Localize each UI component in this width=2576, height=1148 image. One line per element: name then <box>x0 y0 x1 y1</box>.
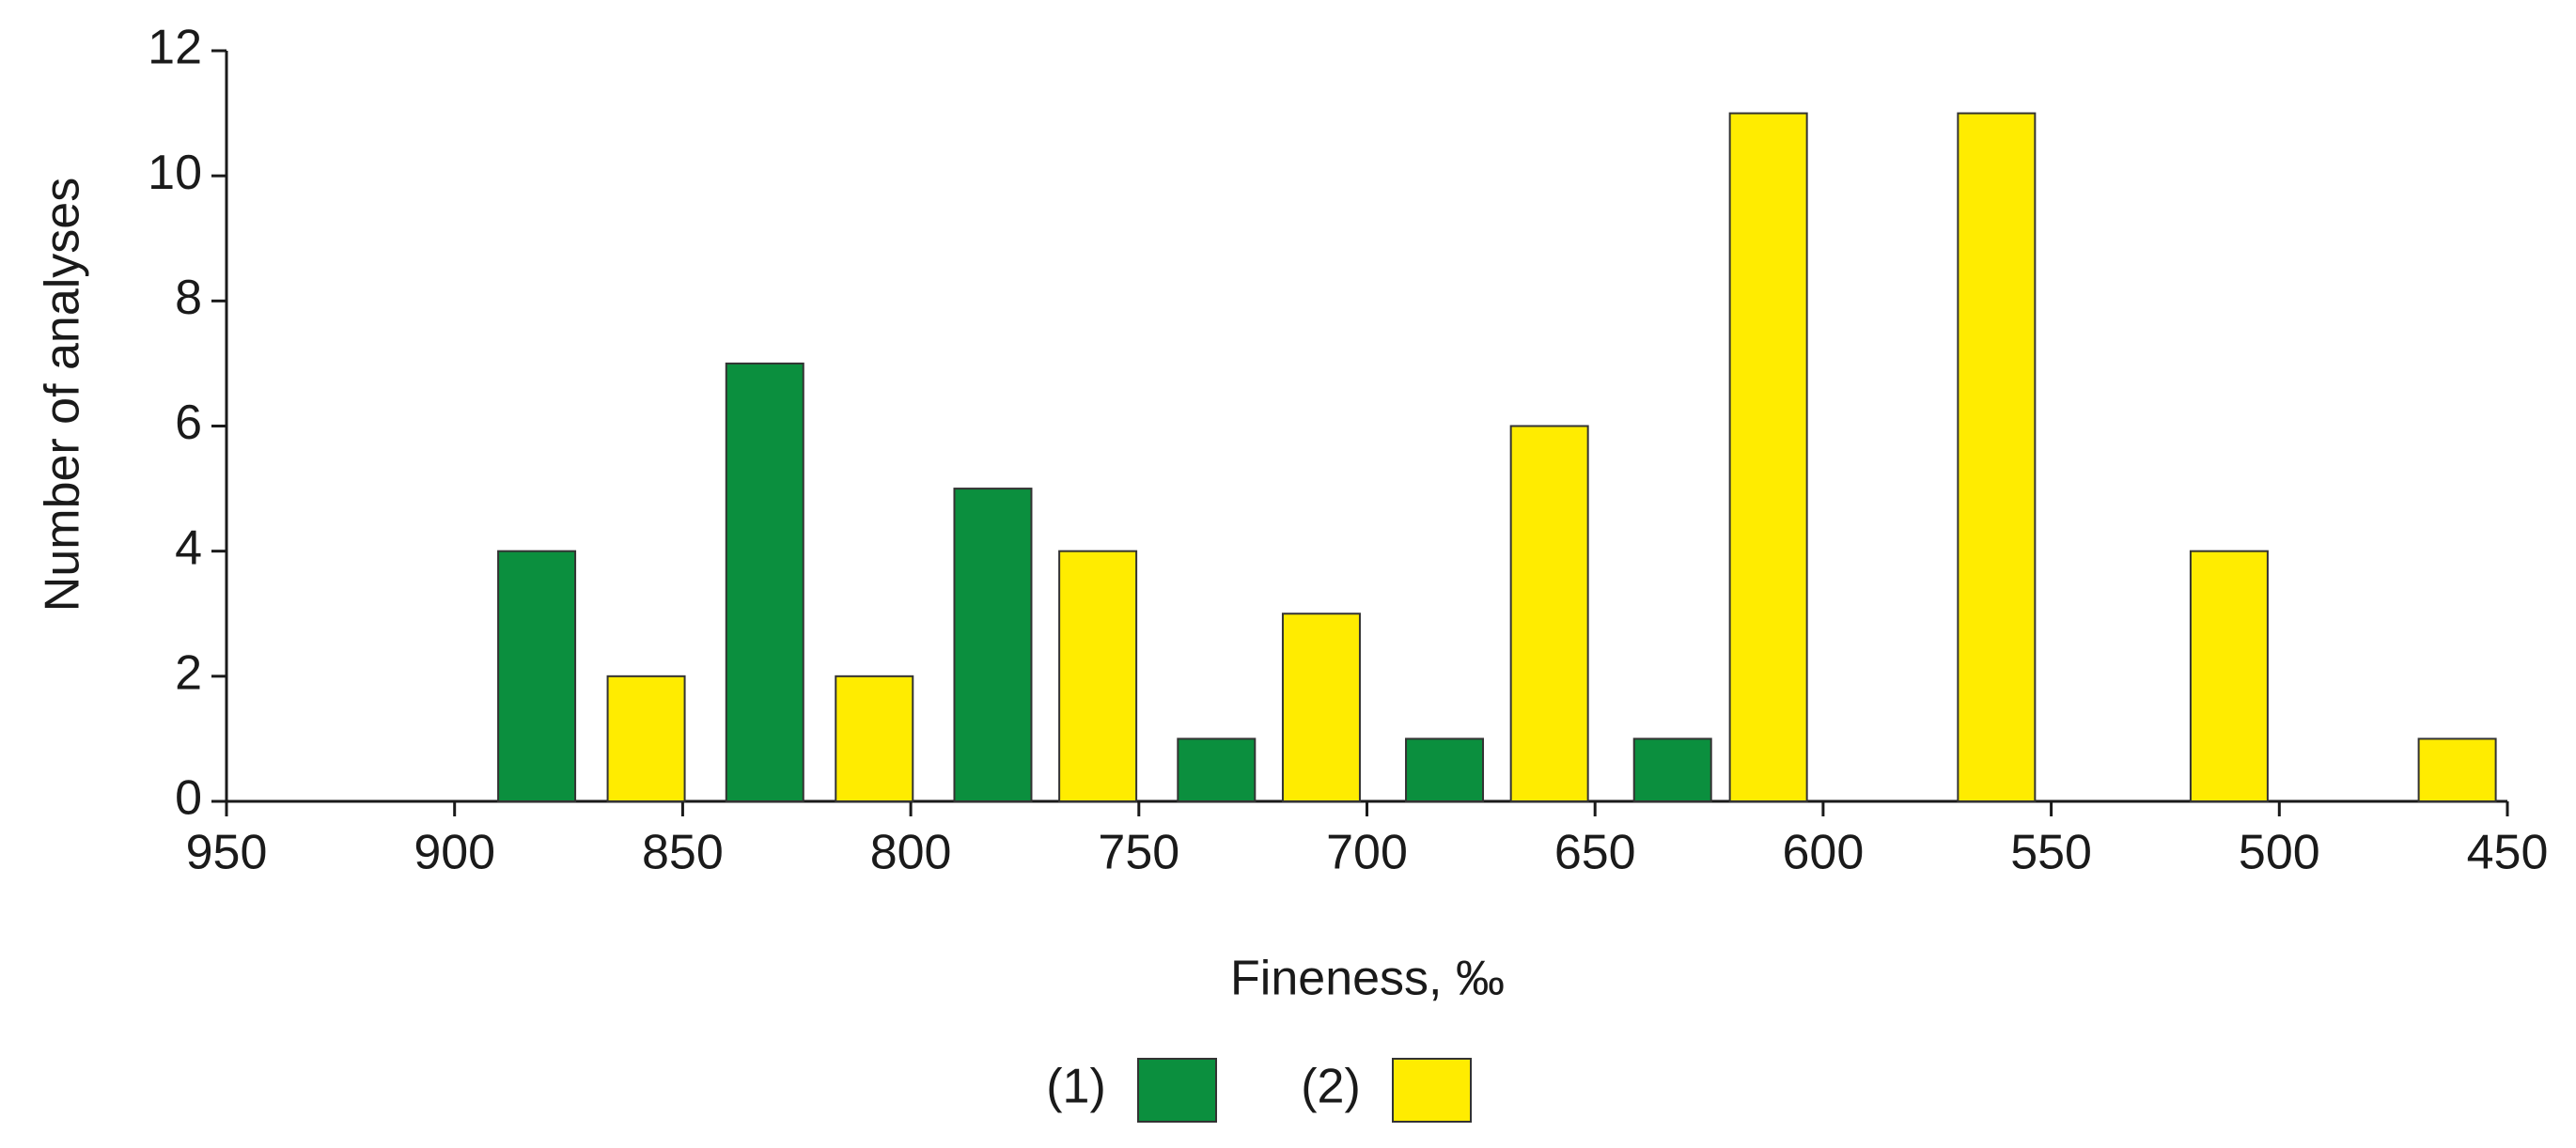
bar <box>835 675 914 802</box>
bar <box>2189 550 2269 803</box>
y-tick-label: 10 <box>148 146 202 200</box>
bar <box>1177 737 1257 803</box>
x-tick-label: 500 <box>2239 826 2320 880</box>
y-tick-label: 4 <box>175 520 202 575</box>
legend-swatch <box>1392 1058 1472 1123</box>
x-tick-label: 850 <box>642 826 724 880</box>
bar <box>1632 737 1712 803</box>
x-tick-label: 450 <box>2467 826 2549 880</box>
bar <box>2417 737 2497 803</box>
x-tick-label: 550 <box>2010 826 2092 880</box>
y-tick-label: 8 <box>175 271 202 325</box>
bar <box>725 362 804 802</box>
y-tick-label: 2 <box>175 646 202 701</box>
x-tick-label: 750 <box>1098 826 1179 880</box>
y-tick-label: 0 <box>175 771 202 826</box>
y-tick-label: 12 <box>148 21 202 75</box>
bar <box>606 675 686 802</box>
bar <box>1405 737 1485 803</box>
x-tick-label: 600 <box>1783 826 1865 880</box>
y-axis-label: Number of analyses <box>36 178 90 612</box>
x-axis-label: Fineness, ‰ <box>1230 952 1505 1006</box>
bar <box>1728 112 1808 803</box>
legend-label: (2) <box>1301 1060 1361 1114</box>
bar <box>497 550 577 803</box>
bar <box>953 488 1033 802</box>
legend-swatch <box>1137 1058 1217 1123</box>
x-tick-label: 650 <box>1554 826 1636 880</box>
bar <box>1058 550 1138 803</box>
bar <box>1957 112 2037 803</box>
bar <box>1281 613 1361 802</box>
x-tick-label: 700 <box>1326 826 1408 880</box>
x-tick-label: 950 <box>186 826 268 880</box>
x-tick-label: 800 <box>870 826 952 880</box>
bar <box>1509 425 1589 802</box>
x-tick-label: 900 <box>414 826 495 880</box>
y-tick-label: 6 <box>175 396 202 450</box>
legend-label: (1) <box>1046 1060 1106 1114</box>
